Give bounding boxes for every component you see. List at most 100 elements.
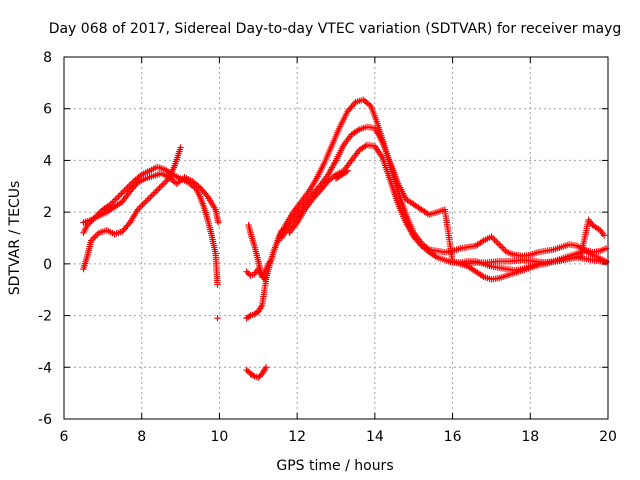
y-tick-label: -4 xyxy=(38,360,52,376)
data-point xyxy=(89,235,96,243)
data-point xyxy=(91,234,98,241)
y-tick-label: 0 xyxy=(43,257,52,273)
data-points xyxy=(80,96,610,381)
data-point xyxy=(354,127,361,134)
y-tick-label: -6 xyxy=(38,412,52,428)
data-point xyxy=(142,198,149,205)
x-tick-label: 14 xyxy=(366,429,384,445)
data-point xyxy=(496,241,503,248)
data-point xyxy=(108,199,116,207)
data-point xyxy=(499,244,506,251)
data-point xyxy=(159,181,166,188)
data-point xyxy=(134,206,142,213)
data-point xyxy=(489,235,497,242)
tick-labels: 6 8 10 12 14 16 18 20 -6 -4 -2 0 2 4 6 8 xyxy=(38,50,617,445)
y-tick-label: 4 xyxy=(43,153,52,169)
y-axis-label: SDTVAR / TECUs xyxy=(7,181,23,296)
data-point xyxy=(246,313,253,320)
data-point xyxy=(139,201,146,209)
data-point xyxy=(118,190,125,197)
data-point xyxy=(126,182,133,189)
y-tick-label: 8 xyxy=(43,50,52,66)
y-tick-label: 6 xyxy=(43,102,52,118)
data-point xyxy=(119,188,127,196)
plot-frame xyxy=(63,56,609,420)
data-point xyxy=(164,176,171,184)
data-point xyxy=(478,272,486,279)
data-point xyxy=(116,191,124,199)
data-point xyxy=(494,239,501,247)
x-tick-label: 12 xyxy=(288,429,306,445)
data-point xyxy=(262,364,270,371)
data-point xyxy=(488,233,495,240)
data-point xyxy=(136,172,144,180)
data-point xyxy=(162,178,170,185)
x-tick-label: 10 xyxy=(211,429,229,445)
series-arc-e-short xyxy=(332,167,351,182)
data-point xyxy=(366,101,373,109)
series-arc-b-low xyxy=(243,364,270,381)
series-arc-d-late xyxy=(461,216,608,268)
data-point xyxy=(491,236,498,244)
data-point xyxy=(502,247,509,254)
series-arc-a-lower xyxy=(80,144,184,273)
data-point xyxy=(214,281,221,288)
data-point xyxy=(157,183,165,190)
data-point xyxy=(214,314,221,322)
data-point xyxy=(262,276,270,283)
data-point xyxy=(150,190,157,198)
data-point xyxy=(94,231,101,238)
data-point xyxy=(148,192,156,199)
data-point xyxy=(362,142,369,150)
grid-lines xyxy=(64,57,608,419)
data-point xyxy=(124,184,131,191)
data-point xyxy=(323,179,331,186)
x-tick-label: 20 xyxy=(599,429,617,445)
data-point xyxy=(143,197,151,204)
data-point xyxy=(113,194,121,202)
data-point xyxy=(492,238,500,245)
data-point xyxy=(203,191,210,199)
data-point xyxy=(112,196,119,203)
y-tick-label: -2 xyxy=(38,309,52,325)
data-point xyxy=(121,187,128,194)
data-point xyxy=(154,186,162,193)
series-arc-b-short xyxy=(243,258,274,280)
data-point xyxy=(215,219,222,226)
y-tick-label: 2 xyxy=(43,205,52,221)
data-point xyxy=(266,258,274,265)
data-point xyxy=(137,203,145,210)
data-point xyxy=(350,100,358,107)
data-point xyxy=(595,226,602,233)
x-tick-label: 18 xyxy=(521,429,539,445)
data-point xyxy=(92,232,100,240)
data-point xyxy=(195,183,202,190)
x-tick-label: 6 xyxy=(60,429,69,445)
data-point xyxy=(122,185,130,193)
data-point xyxy=(177,144,184,151)
data-point xyxy=(115,193,122,200)
data-point xyxy=(129,179,136,186)
data-point xyxy=(147,193,154,201)
data-point xyxy=(127,181,135,188)
data-point xyxy=(136,204,143,212)
data-point xyxy=(497,242,504,250)
data-point xyxy=(145,195,152,202)
data-point xyxy=(161,179,168,187)
x-tick-label: 16 xyxy=(444,429,462,445)
data-point xyxy=(600,232,608,239)
x-axis-label: GPS time / hours xyxy=(276,458,393,474)
series-arc-a-upper xyxy=(80,163,221,288)
data-point xyxy=(140,200,148,207)
series-gap-point xyxy=(214,314,221,322)
chart-title: Day 068 of 2017, Sidereal Day-to-day VTE… xyxy=(49,21,622,37)
data-point xyxy=(500,245,508,253)
data-point xyxy=(110,198,117,205)
data-point xyxy=(153,187,160,195)
data-point xyxy=(478,238,486,245)
data-point xyxy=(151,189,159,196)
data-point xyxy=(156,184,163,192)
data-point xyxy=(343,168,350,175)
data-point xyxy=(432,253,439,260)
